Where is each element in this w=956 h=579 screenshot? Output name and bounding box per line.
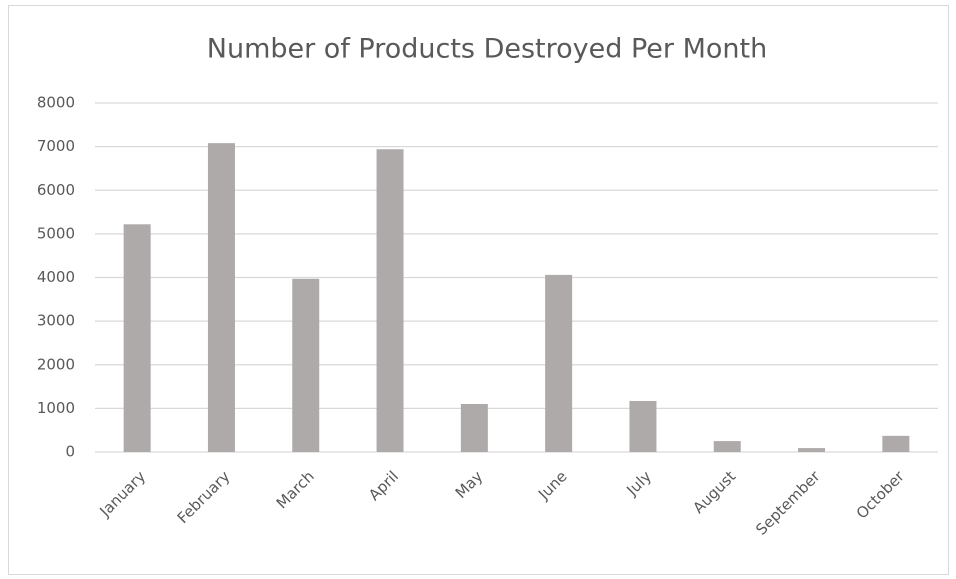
y-tick-label: 6000 — [37, 181, 75, 199]
y-tick-label: 7000 — [37, 137, 75, 155]
bar — [545, 274, 573, 452]
y-tick-label: 1000 — [37, 399, 75, 417]
bar — [882, 435, 910, 452]
bar — [376, 149, 404, 452]
y-tick-label: 8000 — [37, 94, 75, 112]
y-tick-label: 3000 — [37, 312, 75, 330]
bar — [207, 143, 235, 452]
bar — [292, 278, 320, 452]
bar — [713, 441, 741, 452]
chart-border — [8, 5, 949, 575]
y-tick-label: 4000 — [37, 268, 75, 286]
bar — [123, 224, 151, 452]
bar — [460, 404, 488, 452]
bar — [798, 448, 826, 452]
y-tick-label: 0 — [65, 443, 75, 461]
chart-title: Number of Products Destroyed Per Month — [207, 34, 767, 65]
y-tick-label: 5000 — [37, 224, 75, 242]
y-tick-label: 2000 — [37, 355, 75, 373]
bar — [629, 400, 657, 452]
